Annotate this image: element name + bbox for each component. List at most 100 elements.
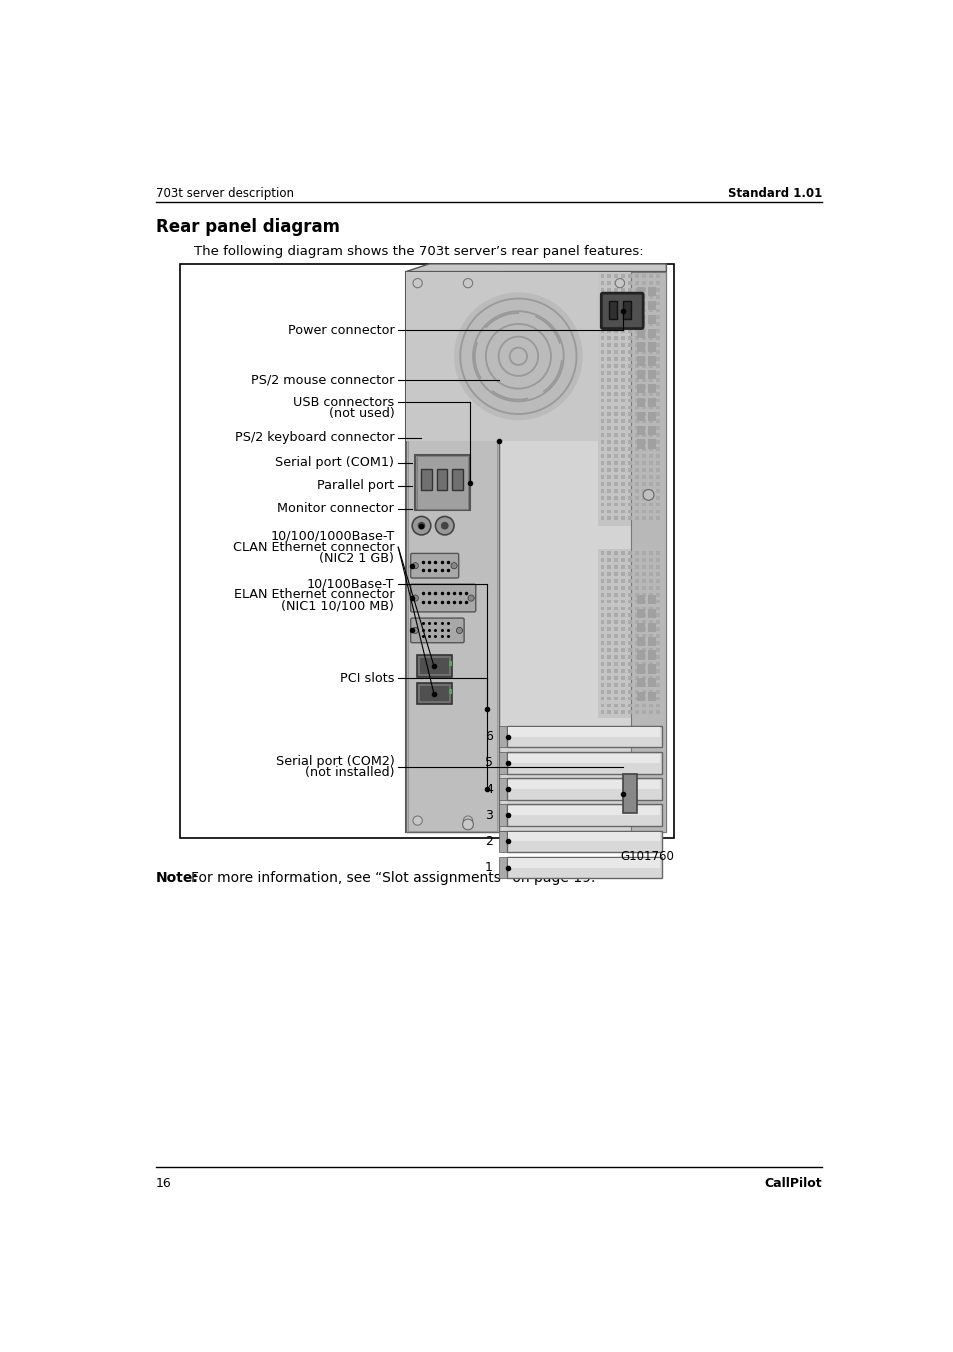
Bar	[649, 676, 653, 680]
Bar	[641, 301, 645, 306]
Bar	[620, 662, 624, 665]
Bar	[635, 399, 639, 403]
Bar	[628, 558, 632, 562]
Bar	[620, 690, 624, 694]
Bar	[628, 406, 632, 410]
Bar	[620, 572, 624, 576]
Bar	[620, 301, 624, 306]
Bar	[628, 468, 632, 472]
Bar	[599, 377, 604, 381]
Bar	[628, 343, 632, 347]
Bar	[635, 433, 639, 437]
Bar	[635, 301, 639, 306]
Bar	[656, 585, 659, 589]
Bar	[656, 648, 659, 652]
Bar	[641, 412, 645, 416]
Bar	[628, 308, 632, 312]
Bar	[635, 454, 639, 458]
Bar	[614, 683, 618, 687]
Bar	[628, 448, 632, 452]
Bar	[649, 288, 653, 292]
Bar	[647, 301, 655, 310]
Bar	[637, 650, 644, 660]
Bar	[620, 315, 624, 319]
Bar	[649, 308, 653, 312]
Bar	[656, 552, 659, 554]
Bar	[614, 350, 618, 354]
Bar	[620, 370, 624, 375]
Text: 3: 3	[484, 808, 493, 822]
Bar	[649, 585, 653, 589]
Bar	[649, 690, 653, 694]
Bar	[647, 664, 655, 673]
Bar	[599, 364, 604, 368]
Bar	[628, 592, 632, 596]
Bar	[649, 441, 653, 443]
Bar	[620, 343, 624, 347]
Bar	[635, 662, 639, 665]
Bar	[607, 634, 611, 638]
Bar	[649, 516, 653, 521]
Bar	[647, 439, 655, 449]
Bar	[647, 426, 655, 435]
Bar	[649, 322, 653, 326]
Bar	[637, 595, 644, 604]
Bar	[656, 662, 659, 665]
Bar	[649, 503, 653, 507]
Bar	[608, 301, 617, 319]
Bar	[628, 281, 632, 285]
Bar	[635, 475, 639, 479]
Bar	[647, 595, 655, 604]
Bar	[649, 696, 653, 700]
Text: CallPilot: CallPilot	[763, 1178, 821, 1190]
Bar	[649, 510, 653, 514]
Bar	[599, 370, 604, 375]
Bar	[635, 350, 639, 354]
Bar	[498, 857, 506, 879]
Bar	[641, 426, 645, 430]
Bar	[656, 696, 659, 700]
Bar	[614, 503, 618, 507]
Bar	[649, 406, 653, 410]
Bar	[649, 385, 653, 388]
Text: 1: 1	[484, 861, 493, 873]
Bar	[614, 654, 618, 658]
Bar	[506, 804, 661, 826]
Bar	[607, 350, 611, 354]
Bar	[607, 696, 611, 700]
Bar	[656, 399, 659, 403]
Text: 10/100/1000Base-T: 10/100/1000Base-T	[270, 530, 394, 544]
Bar	[599, 426, 604, 430]
Circle shape	[412, 595, 418, 602]
Bar	[614, 412, 618, 416]
Bar	[641, 711, 645, 714]
Bar	[628, 634, 632, 638]
Bar	[649, 614, 653, 618]
Bar	[635, 370, 639, 375]
Bar	[635, 364, 639, 368]
Bar	[656, 370, 659, 375]
Bar	[599, 454, 604, 458]
Bar	[656, 711, 659, 714]
Bar	[641, 585, 645, 589]
Circle shape	[451, 562, 456, 569]
Bar	[641, 337, 645, 341]
Bar	[635, 669, 639, 673]
Bar	[614, 330, 618, 333]
Bar	[637, 357, 644, 365]
Bar	[628, 441, 632, 443]
Bar	[649, 343, 653, 347]
Bar	[628, 627, 632, 631]
Bar	[635, 572, 639, 576]
Bar	[607, 419, 611, 423]
Bar	[419, 685, 448, 702]
Bar	[620, 496, 624, 499]
Bar	[649, 627, 653, 631]
Bar	[628, 295, 632, 299]
Bar	[656, 274, 659, 277]
Bar	[614, 481, 618, 485]
Bar	[614, 370, 618, 375]
Bar	[635, 308, 639, 312]
Bar	[599, 441, 604, 443]
Bar	[656, 385, 659, 388]
